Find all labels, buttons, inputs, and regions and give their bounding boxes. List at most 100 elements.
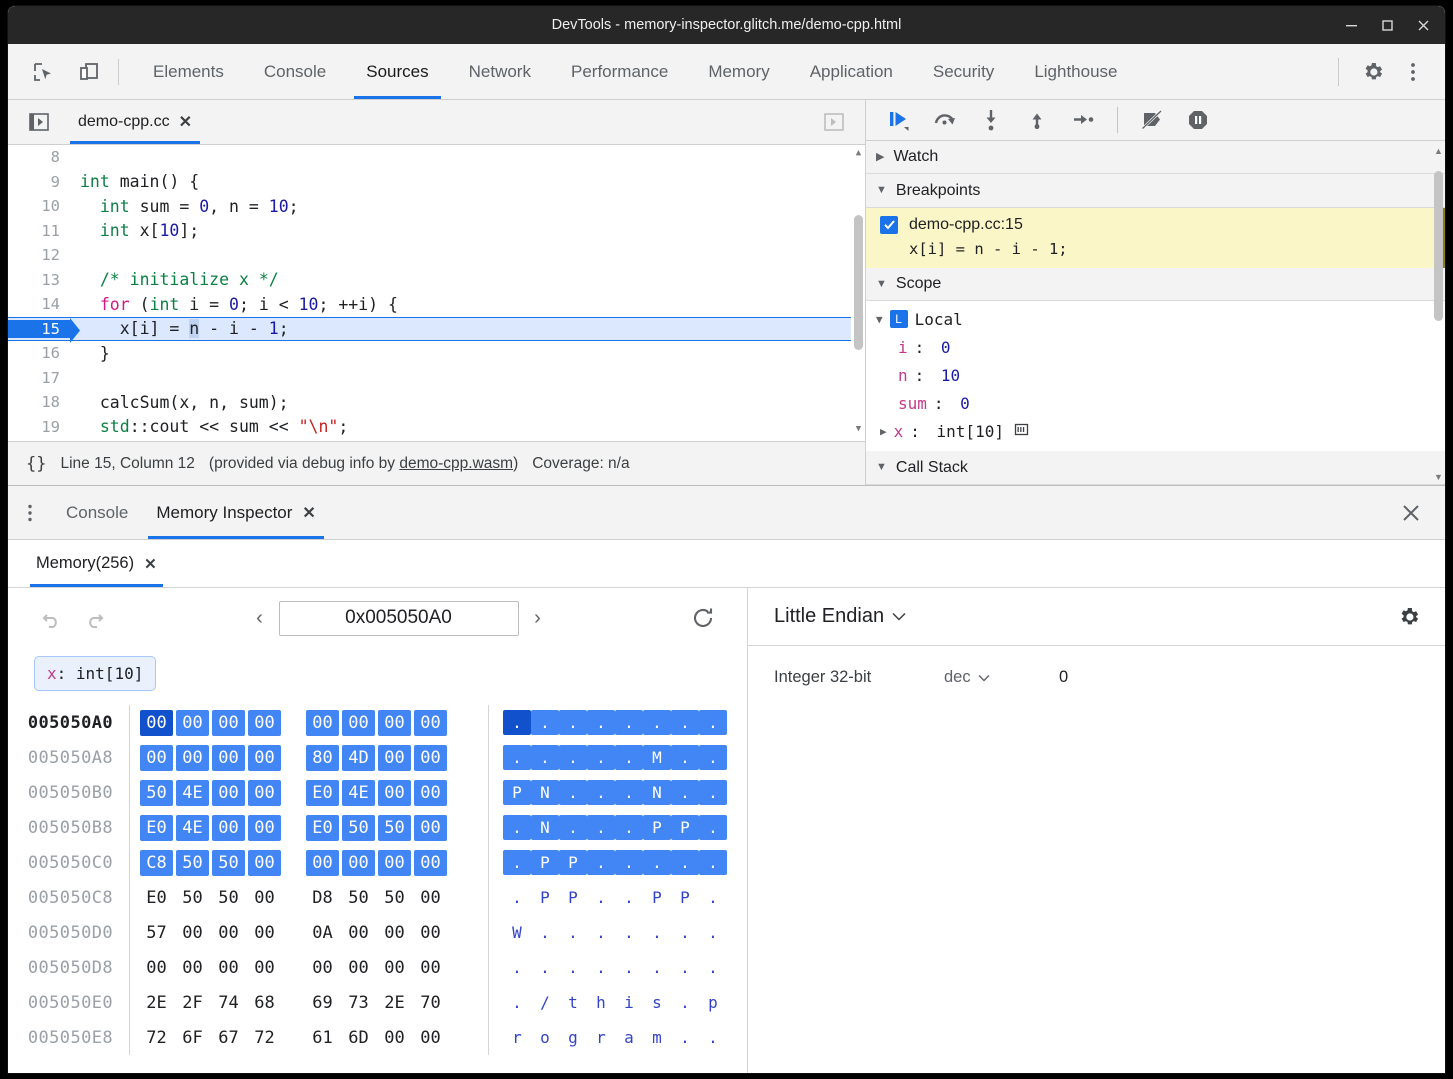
ascii-char[interactable]: . xyxy=(596,923,606,942)
hex-byte[interactable]: 00 xyxy=(248,814,281,841)
ascii-char[interactable]: . xyxy=(615,710,643,735)
ascii-char[interactable]: N xyxy=(643,780,671,805)
hex-byte[interactable]: 0A xyxy=(312,922,333,943)
scope-group-local[interactable]: ▼ L Local xyxy=(866,305,1445,333)
hex-byte[interactable]: 50 xyxy=(182,887,203,908)
ascii-char[interactable]: . xyxy=(512,993,522,1012)
gear-icon[interactable] xyxy=(1391,599,1427,635)
memory-buffer-tab[interactable]: Memory(256) ✕ xyxy=(30,540,163,587)
hex-byte[interactable]: 80 xyxy=(306,744,339,771)
tab-network[interactable]: Network xyxy=(468,61,531,81)
hex-byte[interactable]: 00 xyxy=(306,849,339,876)
hex-byte[interactable]: 00 xyxy=(342,849,375,876)
ascii-char[interactable]: . xyxy=(624,958,634,977)
ascii-char[interactable]: . xyxy=(531,745,559,770)
code-line[interactable]: 16 } xyxy=(8,341,865,366)
ascii-char[interactable]: r xyxy=(596,1028,606,1047)
refresh-icon[interactable] xyxy=(685,600,721,636)
device-toolbar-icon[interactable] xyxy=(74,57,104,87)
ascii-char[interactable]: . xyxy=(615,780,643,805)
ascii-char[interactable]: . xyxy=(615,745,643,770)
scope-variable-x[interactable]: ▶ x: int[10] xyxy=(866,417,1445,445)
code-line[interactable]: 12 xyxy=(8,243,865,268)
drawer-tab-memory-inspector[interactable]: Memory Inspector ✕ xyxy=(142,486,329,539)
hex-byte[interactable]: 68 xyxy=(254,992,275,1013)
breakpoint-checkbox[interactable] xyxy=(880,215,898,234)
hex-byte[interactable]: 00 xyxy=(420,1027,441,1048)
highlighted-variable-chip[interactable]: x: int[10] xyxy=(34,656,157,691)
hex-byte[interactable]: 50 xyxy=(140,779,173,806)
ascii-char[interactable]: . xyxy=(540,923,550,942)
hex-byte[interactable]: 00 xyxy=(248,709,281,736)
code-line[interactable]: 13 /* initialize x */ xyxy=(8,268,865,293)
ascii-char[interactable]: . xyxy=(699,850,727,875)
hex-byte[interactable]: 73 xyxy=(348,992,369,1013)
ascii-char[interactable]: P xyxy=(540,888,550,907)
step-over-next-function-call-icon[interactable] xyxy=(924,101,966,139)
ascii-char[interactable]: P xyxy=(652,888,662,907)
ascii-char[interactable]: P xyxy=(643,815,671,840)
hex-byte[interactable]: 00 xyxy=(420,922,441,943)
ascii-char[interactable]: . xyxy=(568,923,578,942)
scope-section-header[interactable]: ▼ Scope xyxy=(866,267,1445,302)
hex-byte[interactable]: 00 xyxy=(414,814,447,841)
hex-byte[interactable]: 50 xyxy=(176,849,209,876)
ascii-char[interactable]: . xyxy=(531,710,559,735)
hex-byte[interactable]: 4E xyxy=(176,814,209,841)
ascii-char[interactable]: N xyxy=(531,815,559,840)
step-out-of-current-function-icon[interactable] xyxy=(1016,101,1058,139)
ascii-char[interactable]: h xyxy=(596,993,606,1012)
next-page-button[interactable]: › xyxy=(534,606,541,629)
ascii-char[interactable]: . xyxy=(596,888,606,907)
hex-byte[interactable]: E0 xyxy=(306,779,339,806)
scrollbar-thumb[interactable] xyxy=(854,215,863,350)
tab-sources[interactable]: Sources xyxy=(346,44,448,99)
ascii-char[interactable]: m xyxy=(652,1028,662,1047)
hex-byte[interactable]: 00 xyxy=(384,957,405,978)
hex-byte[interactable]: 2F xyxy=(182,992,203,1013)
breakpoints-section-header[interactable]: ▼ Breakpoints xyxy=(866,174,1445,208)
hex-byte[interactable]: 00 xyxy=(312,957,333,978)
ascii-char[interactable]: . xyxy=(680,958,690,977)
chevron-right-icon[interactable]: ▶ xyxy=(880,424,887,438)
ascii-char[interactable]: . xyxy=(680,923,690,942)
breakpoint-item[interactable]: demo-cpp.cc:15 x[i] = n - i - 1; xyxy=(866,207,1445,268)
code-line[interactable]: 8 xyxy=(8,145,865,170)
debugger-scrollbar[interactable]: ▲ ▼ xyxy=(1432,145,1445,485)
show-debugger-icon[interactable] xyxy=(817,107,851,137)
address-input[interactable]: 0x005050A0 xyxy=(278,600,519,636)
code-line[interactable]: 17 xyxy=(8,366,865,391)
hex-byte[interactable]: 00 xyxy=(348,957,369,978)
ascii-char[interactable]: . xyxy=(624,888,634,907)
ascii-char[interactable]: . xyxy=(503,710,531,735)
line-number[interactable]: 11 xyxy=(41,221,60,240)
hex-byte[interactable]: 00 xyxy=(414,849,447,876)
ascii-char[interactable]: . xyxy=(587,815,615,840)
line-number[interactable]: 15 xyxy=(8,319,70,338)
line-number[interactable]: 14 xyxy=(41,295,60,314)
close-button[interactable] xyxy=(1405,6,1441,44)
ascii-char[interactable]: / xyxy=(540,993,550,1012)
hex-byte[interactable]: 50 xyxy=(212,849,245,876)
hex-byte[interactable]: 00 xyxy=(342,709,375,736)
ascii-char[interactable]: P xyxy=(531,850,559,875)
ascii-char[interactable]: . xyxy=(708,1028,718,1047)
code-line[interactable]: 18 calcSum(x, n, sum); xyxy=(8,390,865,415)
ascii-char[interactable]: o xyxy=(540,1028,550,1047)
more-options-icon[interactable] xyxy=(1395,54,1431,90)
hex-byte[interactable]: 00 xyxy=(378,709,411,736)
scroll-up-arrow[interactable]: ▲ xyxy=(1434,146,1443,156)
ascii-char[interactable]: . xyxy=(503,850,531,875)
line-number[interactable]: 12 xyxy=(41,246,60,265)
ascii-char[interactable]: t xyxy=(568,993,578,1012)
undo-icon[interactable] xyxy=(34,600,70,636)
ascii-char[interactable]: . xyxy=(680,993,690,1012)
ascii-char[interactable]: P xyxy=(568,888,578,907)
close-drawer-icon[interactable] xyxy=(1393,495,1429,531)
hex-byte[interactable]: 00 xyxy=(218,922,239,943)
redo-icon[interactable] xyxy=(76,600,112,636)
line-number[interactable]: 13 xyxy=(41,270,60,289)
hex-byte[interactable]: 74 xyxy=(218,992,239,1013)
hex-byte[interactable]: 00 xyxy=(218,957,239,978)
hex-byte[interactable]: 00 xyxy=(254,922,275,943)
